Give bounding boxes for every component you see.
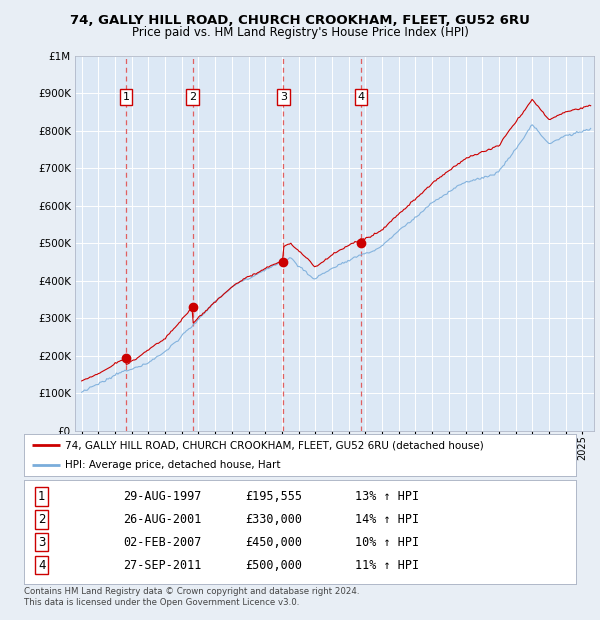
Text: 2: 2 [38,513,46,526]
Text: 1: 1 [122,92,130,102]
Text: 27-SEP-2011: 27-SEP-2011 [124,559,202,572]
Text: 10% ↑ HPI: 10% ↑ HPI [355,536,419,549]
Text: Price paid vs. HM Land Registry's House Price Index (HPI): Price paid vs. HM Land Registry's House … [131,26,469,39]
Text: 4: 4 [358,92,365,102]
Text: 02-FEB-2007: 02-FEB-2007 [124,536,202,549]
Text: 74, GALLY HILL ROAD, CHURCH CROOKHAM, FLEET, GU52 6RU: 74, GALLY HILL ROAD, CHURCH CROOKHAM, FL… [70,14,530,27]
Text: 74, GALLY HILL ROAD, CHURCH CROOKHAM, FLEET, GU52 6RU (detached house): 74, GALLY HILL ROAD, CHURCH CROOKHAM, FL… [65,440,484,450]
Text: 1: 1 [38,490,46,503]
Text: £450,000: £450,000 [245,536,302,549]
Text: 29-AUG-1997: 29-AUG-1997 [124,490,202,503]
Text: 4: 4 [38,559,46,572]
Text: 2: 2 [189,92,196,102]
Text: 3: 3 [280,92,287,102]
Text: 11% ↑ HPI: 11% ↑ HPI [355,559,419,572]
Text: 13% ↑ HPI: 13% ↑ HPI [355,490,419,503]
Text: HPI: Average price, detached house, Hart: HPI: Average price, detached house, Hart [65,460,281,470]
Text: Contains HM Land Registry data © Crown copyright and database right 2024.: Contains HM Land Registry data © Crown c… [24,587,359,596]
Text: £330,000: £330,000 [245,513,302,526]
Text: 3: 3 [38,536,46,549]
Text: £195,555: £195,555 [245,490,302,503]
Text: £500,000: £500,000 [245,559,302,572]
Text: 26-AUG-2001: 26-AUG-2001 [124,513,202,526]
Text: This data is licensed under the Open Government Licence v3.0.: This data is licensed under the Open Gov… [24,598,299,608]
Text: 14% ↑ HPI: 14% ↑ HPI [355,513,419,526]
